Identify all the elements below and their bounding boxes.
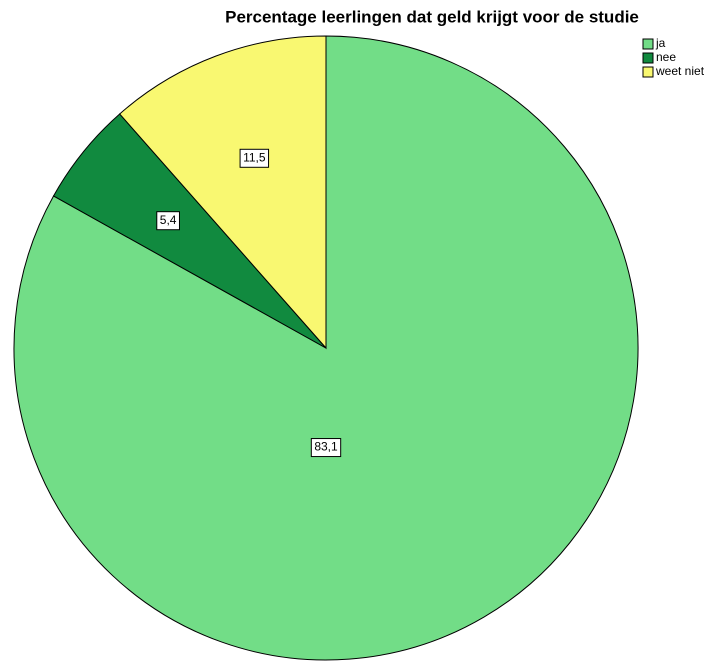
legend-swatch xyxy=(642,66,654,78)
data-label: 83,1 xyxy=(314,440,338,454)
data-label: 5,4 xyxy=(160,213,177,227)
data-label-box xyxy=(239,148,270,168)
legend-label: ja xyxy=(655,36,666,50)
data-label: 11,5 xyxy=(243,150,266,164)
legend-label: nee xyxy=(656,50,676,64)
data-label-box xyxy=(310,438,342,458)
legend-swatch xyxy=(642,38,654,50)
legend-swatch xyxy=(642,52,654,64)
pie-slice xyxy=(118,35,327,350)
legend-label: weet niet xyxy=(655,64,705,78)
chart-title: Percentage leerlingen dat geld krijgt vo… xyxy=(225,7,639,26)
data-label-box xyxy=(156,211,180,231)
